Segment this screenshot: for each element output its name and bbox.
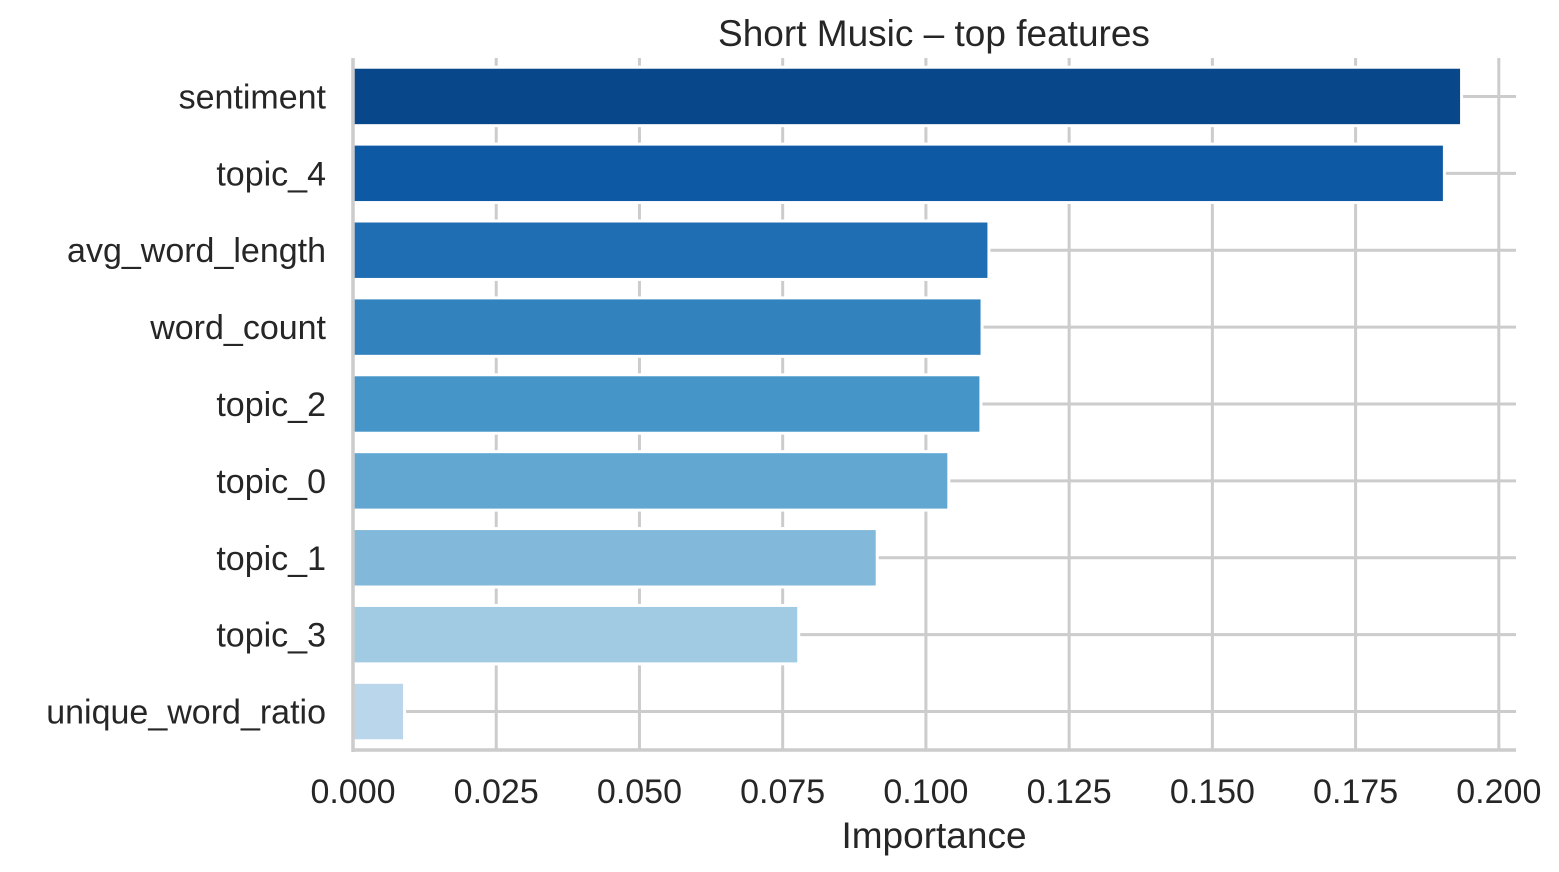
y-tick-labels: sentiment topic_4 avg_word_length word_coun… [46,78,326,731]
bar-topic-2 [351,373,983,435]
chart-title: Short Music – top features [718,13,1150,54]
y-tick-label: sentiment [179,78,327,116]
bar-word-count [351,296,984,358]
x-tick-label: 0.000 [310,773,395,811]
x-tick-label: 0.100 [883,773,968,811]
y-tick-label: topic_1 [216,540,326,578]
y-tick-label: unique_word_ratio [46,694,326,732]
x-axis-label: Importance [841,815,1026,856]
bar-topic-0 [351,450,951,512]
y-tick-label: word_count [149,309,326,347]
y-tick-label: avg_word_length [67,232,326,270]
bars [351,65,1464,743]
x-tick-label: 0.150 [1170,773,1255,811]
x-tick-label: 0.175 [1313,773,1398,811]
bar-avg-word-length [351,219,991,281]
y-tick-label: topic_2 [216,386,326,424]
bar-topic-1 [351,527,879,589]
x-tick-label: 0.050 [597,773,682,811]
y-tick-label: topic_4 [216,155,326,193]
bar-topic-4 [351,142,1446,205]
x-tick-labels: 0.000 0.025 0.050 0.075 0.100 0.125 0.150 0.175… [310,773,1541,811]
y-tick-label: topic_0 [216,463,326,501]
bar-topic-3 [351,603,801,666]
x-tick-label: 0.025 [454,773,539,811]
bar-sentiment [351,65,1464,128]
bar-unique-word-ratio [351,680,407,743]
x-tick-label: 0.075 [740,773,825,811]
y-tick-label: topic_3 [216,617,326,655]
x-tick-label: 0.200 [1456,773,1541,811]
x-tick-label: 0.125 [1027,773,1112,811]
